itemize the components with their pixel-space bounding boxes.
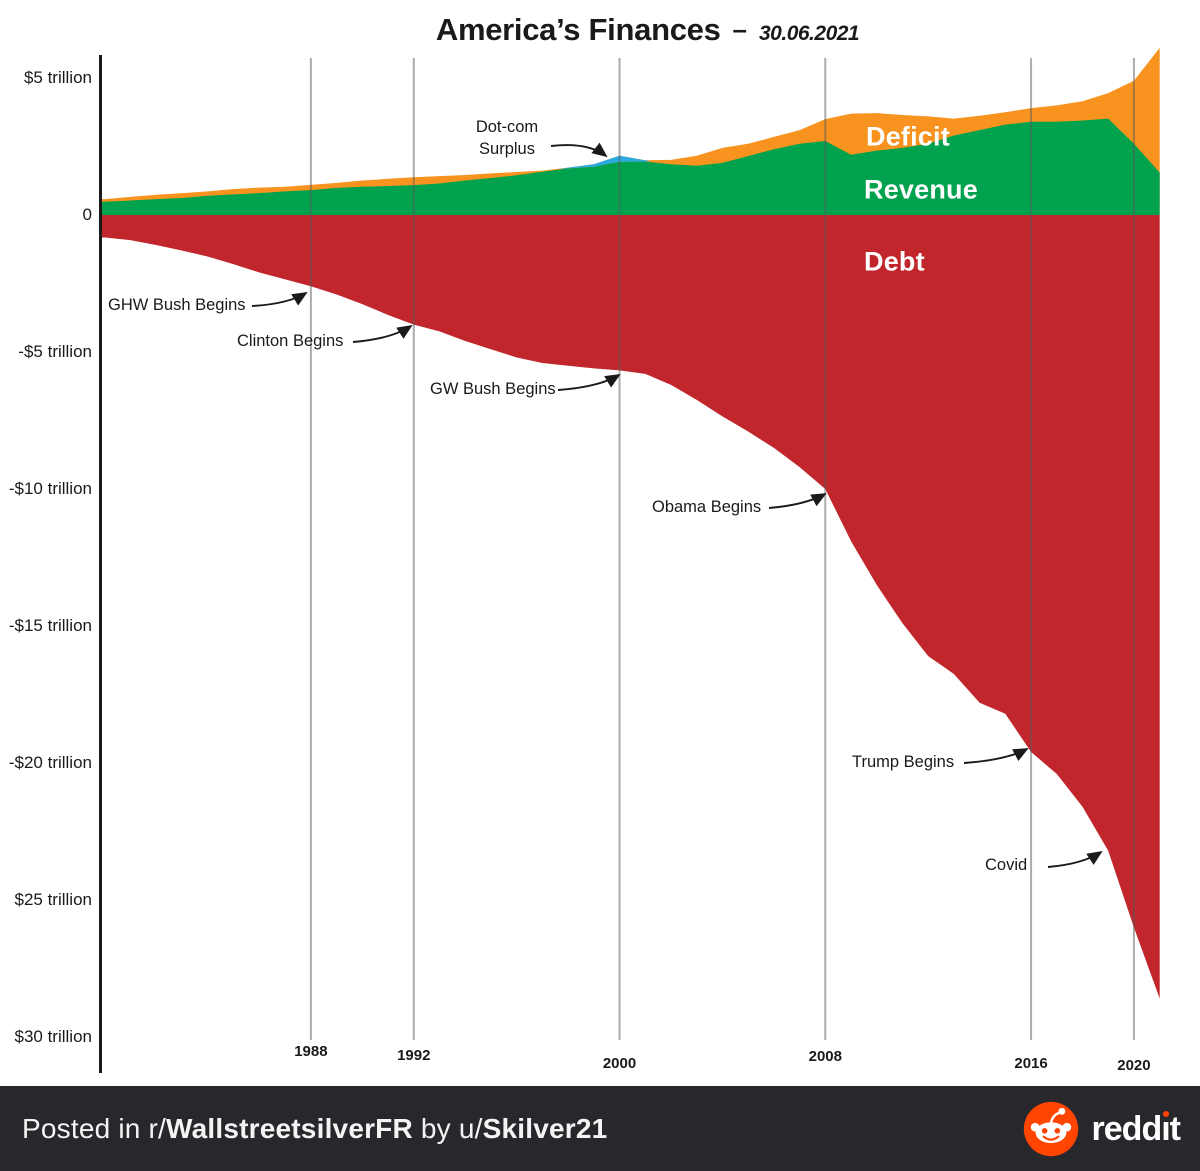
footer-bar: Posted in r/WallstreetsilverFR by u/Skil… xyxy=(0,1086,1200,1171)
chart-title-text: America’s Finances xyxy=(435,12,721,47)
chart-title-date: 30.06.2021 xyxy=(759,22,860,45)
reddit-snoo-icon xyxy=(1023,1101,1078,1156)
chart-gridlines xyxy=(309,58,1135,1040)
footer-prefix: Posted in r/ xyxy=(22,1112,167,1144)
reddit-logo: reddı t xyxy=(1022,1100,1181,1158)
title-dash: – xyxy=(732,14,747,44)
annotation-arrow xyxy=(352,324,413,343)
footer-attribution: Posted in r/WallstreetsilverFR by u/Skil… xyxy=(22,1113,607,1145)
debt-area xyxy=(100,215,1160,999)
chart-title: America’s Finances – 30.06.2021 xyxy=(0,12,1200,48)
footer-subreddit: WallstreetsilverFR xyxy=(166,1112,413,1144)
annotation-arrow xyxy=(251,292,308,307)
annotation-arrow xyxy=(557,374,621,391)
reddit-wordmark: reddı t xyxy=(1091,1109,1181,1148)
annotation-arrow xyxy=(963,748,1029,764)
footer-by: by u/ xyxy=(412,1112,483,1144)
revenue-area xyxy=(100,118,1160,215)
wordmark-i: ı xyxy=(1161,1109,1171,1148)
annotation-arrow xyxy=(1047,850,1103,868)
annotation-arrow xyxy=(550,142,608,158)
chart-areas xyxy=(100,47,1160,999)
finances-area-chart xyxy=(99,47,1160,1073)
annotation-arrow xyxy=(768,493,827,509)
wordmark-i-dot xyxy=(1162,1110,1169,1117)
annotation-arrows xyxy=(251,142,1103,868)
footer-username: Skilver21 xyxy=(482,1112,608,1144)
dotcom-surplus-area xyxy=(557,155,652,170)
